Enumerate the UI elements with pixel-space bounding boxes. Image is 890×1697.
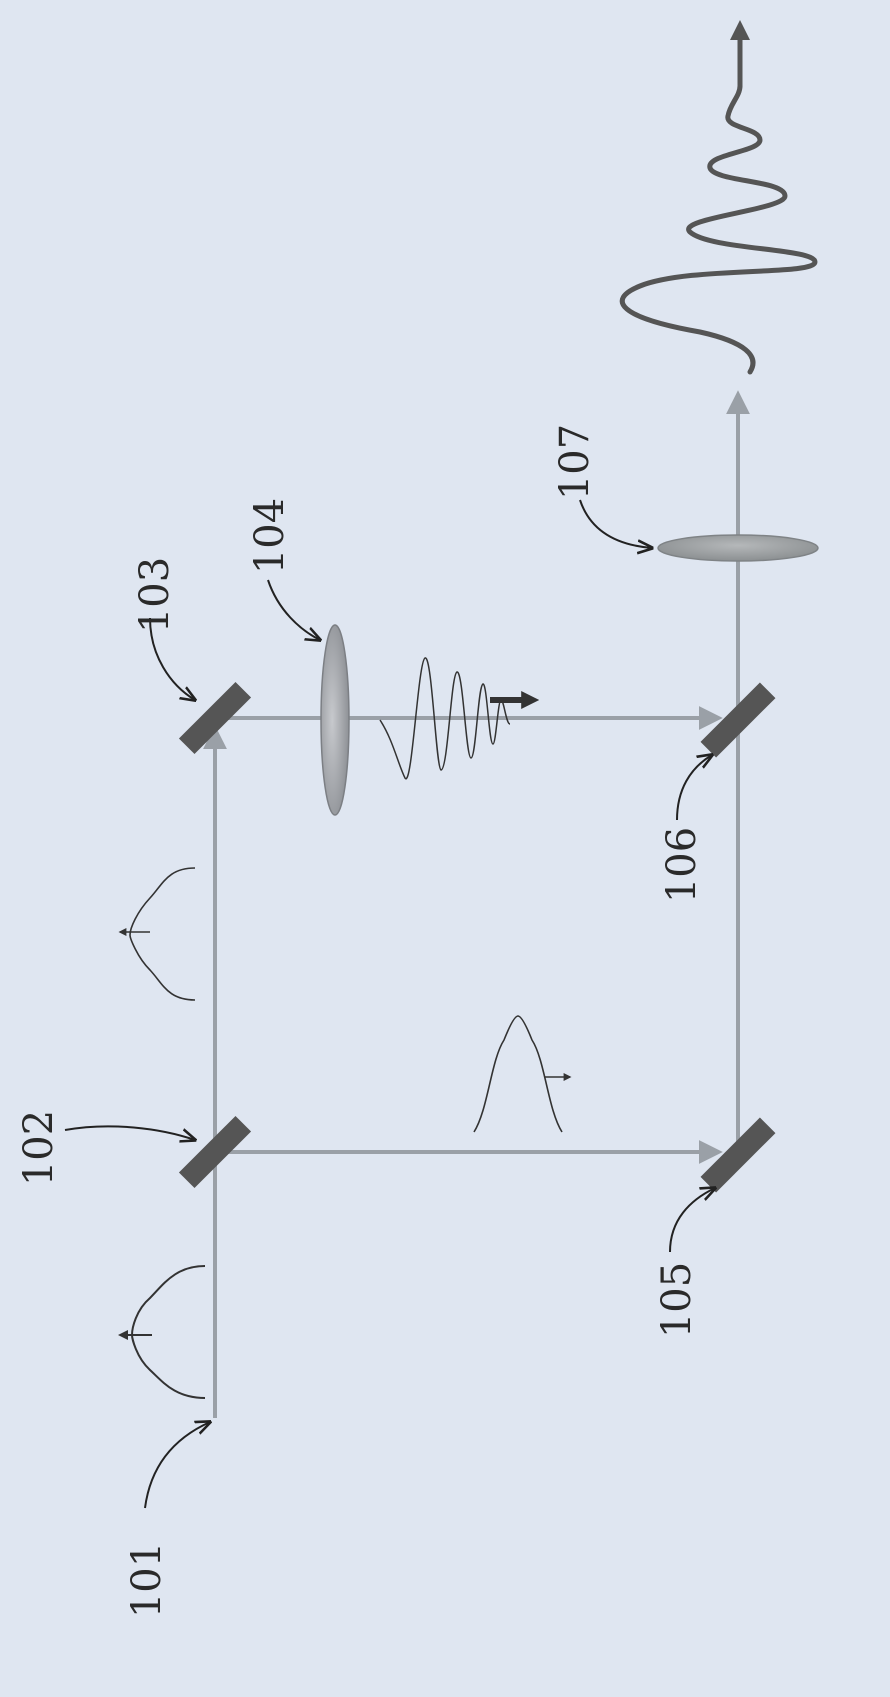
mirror-103 (178, 681, 252, 755)
lens-104 (320, 624, 350, 816)
leader-101 (144, 1422, 210, 1509)
upper-pulse (118, 867, 196, 1001)
lower-pulse-curve (473, 1015, 563, 1133)
mirror-105 (700, 1117, 776, 1193)
chirped-pulse (379, 657, 540, 780)
lens-107 (657, 534, 819, 562)
label-102: 102 (16, 1110, 62, 1186)
input-pulse-curve (130, 1265, 206, 1399)
output-waveform (619, 20, 818, 375)
leader-102 (64, 1125, 195, 1140)
leader-103 (149, 617, 195, 700)
mirror-106 (700, 682, 776, 758)
leader-104 (267, 579, 320, 640)
label-106: 106 (659, 827, 705, 903)
label-103: 103 (132, 557, 178, 633)
leader-105 (669, 1188, 715, 1253)
label-104: 104 (247, 498, 293, 574)
leader-lines (64, 499, 715, 1509)
chirped-pulse-curve (379, 657, 511, 780)
leader-106 (676, 755, 712, 821)
reference-labels: 101 102 103 104 105 106 107 (16, 424, 705, 1618)
mirrors (178, 681, 776, 1193)
label-105: 105 (654, 1262, 700, 1338)
label-107: 107 (552, 424, 598, 500)
output-waveform-curve (619, 83, 818, 375)
upper-pulse-curve (129, 867, 196, 1001)
input-pulse (118, 1265, 206, 1399)
leader-107 (579, 499, 652, 548)
lower-pulse (473, 1015, 572, 1133)
mirror-102 (178, 1115, 252, 1189)
label-101: 101 (124, 1542, 170, 1618)
